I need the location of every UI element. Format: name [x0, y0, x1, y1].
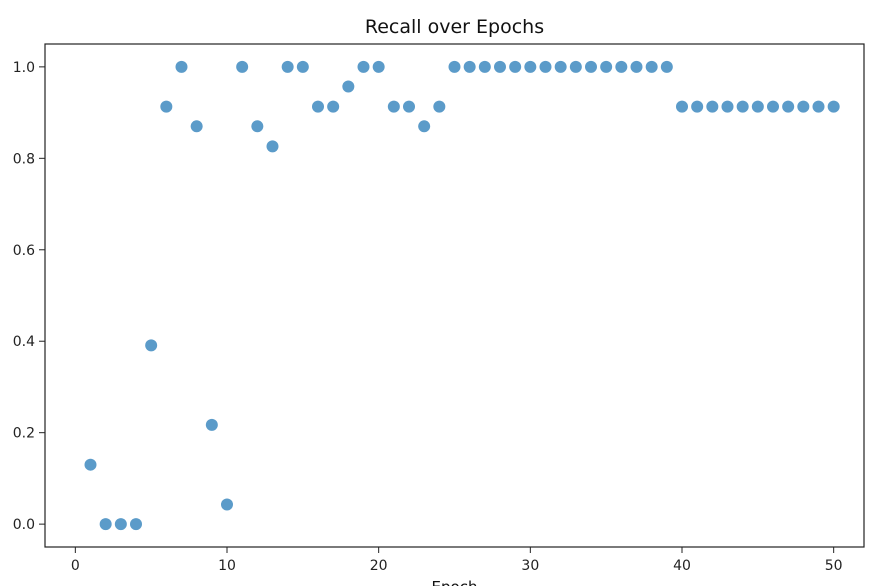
data-point [448, 60, 461, 73]
data-point [236, 60, 249, 73]
x-tick-label: 30 [521, 558, 539, 574]
x-tick-label: 0 [71, 558, 80, 574]
data-point [660, 60, 673, 73]
data-point [312, 100, 324, 113]
data-point [266, 140, 279, 153]
data-point [357, 60, 370, 73]
data-point [84, 458, 97, 471]
data-point [554, 60, 567, 73]
axes: 0 10 20 30 40 50 0.0 0.2 0.4 0.6 0.8 1.0 [13, 43, 865, 574]
data-point [615, 60, 628, 73]
data-point [751, 100, 764, 113]
x-axis-label: Epoch [432, 578, 478, 586]
x-tick-label: 50 [825, 558, 843, 574]
data-point [175, 60, 188, 73]
data-point [812, 100, 825, 113]
y-tick-label: 0.6 [13, 243, 35, 259]
data-point [433, 100, 446, 113]
data-point [797, 100, 810, 113]
x-tick-label: 40 [673, 558, 691, 574]
data-point [99, 518, 112, 531]
data-point [600, 60, 613, 73]
data-point [114, 518, 127, 531]
y-tick-label: 0.4 [13, 334, 35, 350]
data-point [676, 100, 688, 113]
data-point [342, 80, 355, 93]
data-point [221, 498, 233, 511]
data-point [372, 60, 385, 73]
data-point [524, 60, 537, 73]
x-tick-label: 10 [218, 558, 236, 574]
data-point [767, 100, 779, 113]
data-point [463, 60, 476, 73]
data-point [130, 518, 142, 531]
y-tick-label: 1.0 [13, 60, 35, 76]
data-point [630, 60, 643, 73]
data-point [706, 100, 719, 113]
data-point [721, 100, 734, 113]
data-point [509, 60, 522, 73]
data-point [539, 60, 552, 73]
data-point [691, 100, 704, 113]
data-point [782, 100, 795, 113]
data-point [160, 100, 173, 113]
data-point [403, 100, 415, 113]
data-point [387, 100, 400, 113]
data-point [569, 60, 582, 73]
data-point [736, 100, 749, 113]
y-tick-label: 0.0 [13, 517, 35, 533]
chart-title: Recall over Epochs [365, 16, 544, 38]
data-point [418, 120, 431, 133]
data-point [296, 60, 309, 73]
data-point [251, 120, 264, 133]
x-tick-label: 20 [370, 558, 388, 574]
data-point [145, 339, 158, 352]
data-point [327, 100, 340, 113]
data-point [205, 418, 218, 431]
y-tick-label: 0.8 [13, 151, 35, 167]
data-points [84, 60, 840, 531]
data-point [827, 100, 840, 113]
data-point [585, 60, 597, 73]
data-point [494, 60, 506, 73]
plot-frame [44, 43, 865, 548]
data-point [190, 120, 203, 133]
data-point [281, 60, 294, 73]
data-point [645, 60, 658, 73]
data-point [478, 60, 491, 73]
y-tick-label: 0.2 [13, 426, 35, 442]
